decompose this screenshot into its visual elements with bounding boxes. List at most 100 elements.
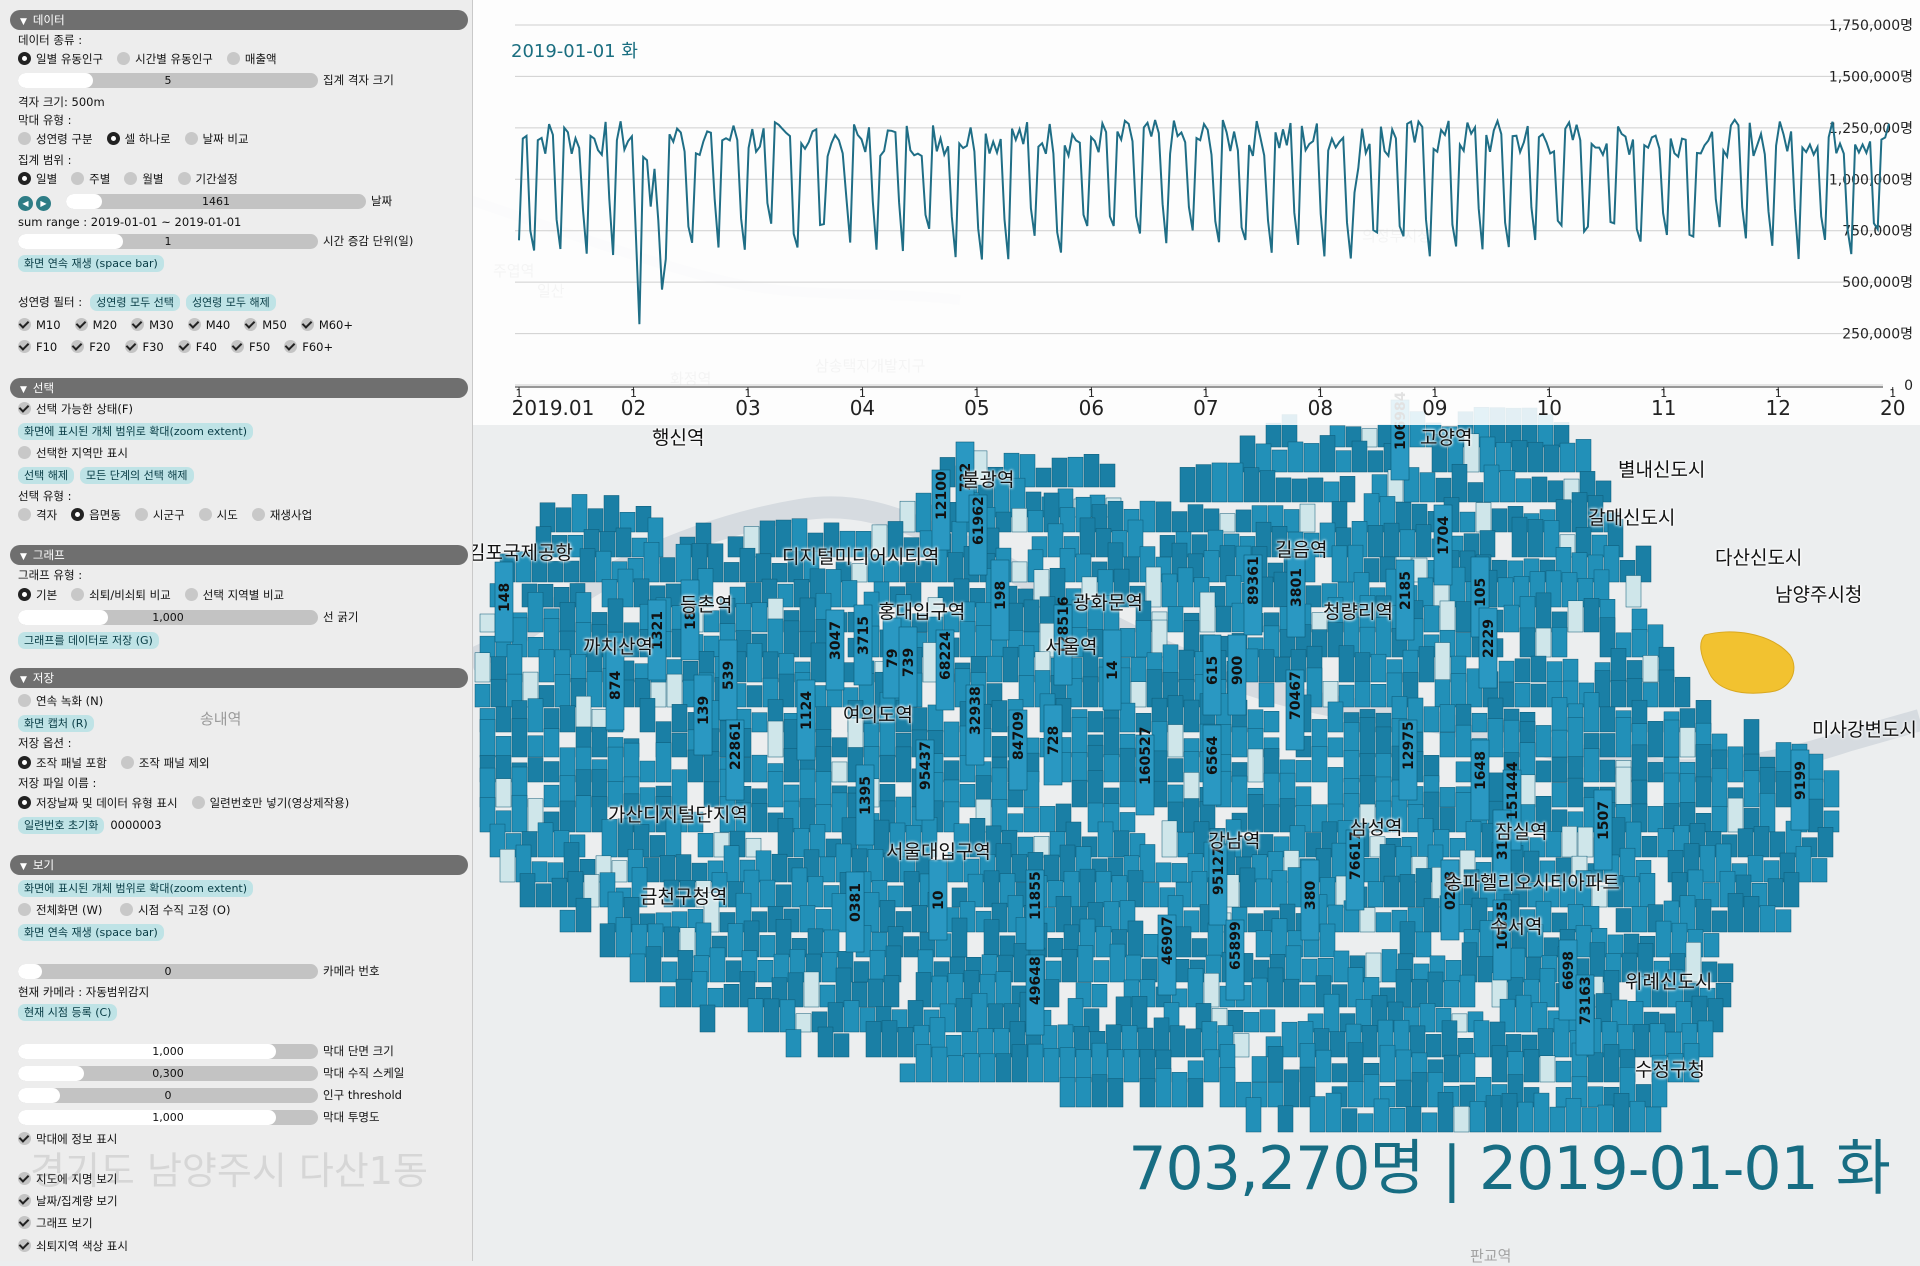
place-name-label[interactable]: 수서역: [1490, 916, 1543, 938]
place-name-label[interactable]: 홍대입구역: [878, 601, 966, 623]
select-type-option-0[interactable]: 격자: [18, 506, 57, 524]
age-filter-m40[interactable]: M40: [187, 316, 230, 334]
place-name-label[interactable]: 갈매신도시: [1588, 507, 1676, 529]
pop-threshold-slider[interactable]: 0: [18, 1088, 318, 1103]
age-filter-m10[interactable]: M10: [18, 316, 61, 334]
bar-opacity-slider[interactable]: 1,000: [18, 1110, 318, 1125]
bar-type-option-0[interactable]: 성연령 구분: [18, 130, 93, 148]
place-name-label[interactable]: 강남역: [1208, 830, 1261, 852]
age-filter-f60plus[interactable]: F60+: [284, 338, 333, 356]
place-name-label[interactable]: 행신역: [652, 427, 705, 449]
bar-vscale-slider[interactable]: 0,300: [18, 1066, 318, 1081]
section-view-header[interactable]: ▼ 보기: [10, 855, 468, 875]
deselect-all-ages-button[interactable]: 성연령 모두 해제: [185, 294, 276, 311]
camera-slider[interactable]: 0: [18, 964, 318, 979]
continuous-record-radio[interactable]: 연속 녹화 (N): [18, 692, 103, 710]
place-name-label[interactable]: 남양주시청: [1775, 584, 1863, 606]
selectable-state-checkbox[interactable]: 선택 가능한 상태(F): [18, 400, 133, 418]
bar-type-option-1[interactable]: 셀 하나로: [106, 130, 171, 148]
prev-date-icon[interactable]: ◀: [18, 196, 33, 211]
data-type-option-2[interactable]: 매출액: [226, 50, 277, 68]
save-option-option-1[interactable]: 조작 패널 제외: [120, 754, 210, 772]
age-filter-f40[interactable]: F40: [177, 338, 217, 356]
grid-size-slider[interactable]: 5: [18, 73, 318, 88]
agg-range-option-1[interactable]: 주별: [71, 170, 110, 188]
age-filter-m60plus[interactable]: M60+: [300, 316, 353, 334]
register-view-button[interactable]: 현재 시점 등록 (C): [18, 1004, 118, 1021]
section-save-header[interactable]: ▼ 저장: [10, 668, 468, 688]
fix-vertical-radio[interactable]: 시점 수직 고정 (O): [119, 901, 230, 919]
place-name-label[interactable]: 별내신도시: [1618, 459, 1706, 481]
zoom-extent-button[interactable]: 화면에 표시된 개체 범위로 확대(zoom extent): [18, 423, 254, 440]
place-name-label[interactable]: 삼성역: [1350, 817, 1403, 839]
save-graph-button[interactable]: 그래프를 데이터로 저장 (G): [18, 632, 159, 649]
place-name-label[interactable]: 등촌역: [680, 594, 733, 616]
agg-range-option-2[interactable]: 월별: [124, 170, 164, 188]
age-filter-m20[interactable]: M20: [74, 316, 117, 334]
place-name-label[interactable]: 광화문역: [1073, 592, 1143, 614]
data-type-option-0[interactable]: 일별 유동인구: [18, 50, 103, 68]
population-bar: [671, 732, 688, 758]
graph-type-option-1[interactable]: 쇠퇴/비쇠퇴 비교: [71, 586, 171, 604]
line-width-slider[interactable]: 1,000: [18, 610, 318, 625]
place-name-label[interactable]: 송파헬리오시티아파트: [1445, 872, 1620, 894]
show-selected-only-radio[interactable]: 선택한 지역만 표시: [18, 444, 128, 462]
filename-option-option-1[interactable]: 일련번호만 넣기(영상제작용): [191, 794, 349, 812]
section-select-header[interactable]: ▼ 선택: [10, 378, 468, 398]
place-name-label[interactable]: 서울역: [1045, 636, 1098, 658]
age-filter-m50[interactable]: M50: [244, 316, 287, 334]
age-filter-f10[interactable]: F10: [18, 338, 57, 356]
select-type-option-1[interactable]: 읍면동: [71, 506, 121, 524]
place-name-label[interactable]: 미사강변도시: [1812, 719, 1917, 741]
place-name-label[interactable]: 청량리역: [1323, 601, 1393, 623]
age-filter-f20[interactable]: F20: [71, 338, 111, 356]
place-name-label[interactable]: 위례신도시: [1625, 971, 1713, 993]
view-play-button[interactable]: 화면 연속 재생 (space bar): [18, 924, 164, 941]
time-step-slider[interactable]: 1: [18, 234, 318, 249]
place-name-label[interactable]: 김포국제공항: [468, 542, 573, 564]
place-name-label[interactable]: 다산신도시: [1715, 547, 1803, 569]
age-filter-f50[interactable]: F50: [231, 338, 270, 356]
bar-type-option-2[interactable]: 날짜 비교: [184, 130, 249, 148]
fullscreen-radio[interactable]: 전체화면 (W): [18, 901, 102, 919]
section-data-header[interactable]: ▼ 데이터: [10, 10, 468, 30]
section-graph-header[interactable]: ▼ 그래프: [10, 545, 468, 565]
agg-range-option-3[interactable]: 기간설정: [177, 170, 238, 188]
show-date-total-checkbox[interactable]: 날짜/집계량 보기: [18, 1192, 118, 1210]
age-filter-m30[interactable]: M30: [131, 316, 174, 334]
place-name-label[interactable]: 까치산역: [583, 636, 653, 658]
select-type-option-4[interactable]: 재생사업: [251, 506, 312, 524]
reset-serial-button[interactable]: 일련번호 초기화: [18, 817, 105, 834]
deselect-all-levels-button[interactable]: 모든 단계의 선택 해제: [79, 467, 194, 484]
date-slider[interactable]: 1461: [66, 194, 366, 209]
place-name-label[interactable]: 불광역: [962, 469, 1015, 491]
place-name-label[interactable]: 고양역: [1420, 427, 1473, 449]
view-zoom-extent-button[interactable]: 화면에 표시된 개체 범위로 확대(zoom extent): [18, 880, 254, 897]
deselect-button[interactable]: 선택 해제: [18, 467, 74, 484]
age-filter-f30[interactable]: F30: [124, 338, 164, 356]
place-name-label[interactable]: 길음역: [1275, 539, 1328, 561]
capture-button[interactable]: 화면 캡처 (R): [18, 715, 94, 732]
play-button[interactable]: 화면 연속 재생 (space bar): [18, 255, 164, 272]
select-type-option-2[interactable]: 시군구: [134, 506, 185, 524]
graph-type-option-0[interactable]: 기본: [18, 586, 57, 604]
bar-section-slider[interactable]: 1,000: [18, 1044, 318, 1059]
show-place-names-checkbox[interactable]: 지도에 지명 보기: [18, 1170, 117, 1188]
next-date-icon[interactable]: ▶: [36, 196, 51, 211]
place-name-label[interactable]: 디지털미디어시티역: [782, 546, 940, 568]
select-all-ages-button[interactable]: 성연령 모두 선택: [90, 294, 180, 311]
place-name-label[interactable]: 수정구청: [1635, 1059, 1705, 1081]
select-type-option-3[interactable]: 시도: [198, 506, 238, 524]
graph-type-option-2[interactable]: 선택 지역별 비교: [184, 586, 284, 604]
agg-range-option-0[interactable]: 일별: [18, 170, 57, 188]
show-graph-checkbox[interactable]: 그래프 보기: [18, 1214, 93, 1232]
place-name-label[interactable]: 여의도역: [843, 704, 913, 726]
save-option-option-0[interactable]: 조작 패널 포함: [18, 754, 107, 772]
filename-option-option-0[interactable]: 저장날짜 및 데이터 유형 표시: [18, 794, 178, 812]
place-name-label[interactable]: 서울대입구역: [886, 841, 991, 863]
place-name-label[interactable]: 가산디지털단지역: [608, 804, 748, 826]
place-name-label[interactable]: 잠실역: [1495, 821, 1548, 843]
data-type-option-1[interactable]: 시간별 유동인구: [117, 50, 213, 68]
place-name-label[interactable]: 금천구청역: [640, 886, 728, 908]
decline-color-checkbox[interactable]: 쇠퇴지역 색상 표시: [18, 1237, 128, 1255]
